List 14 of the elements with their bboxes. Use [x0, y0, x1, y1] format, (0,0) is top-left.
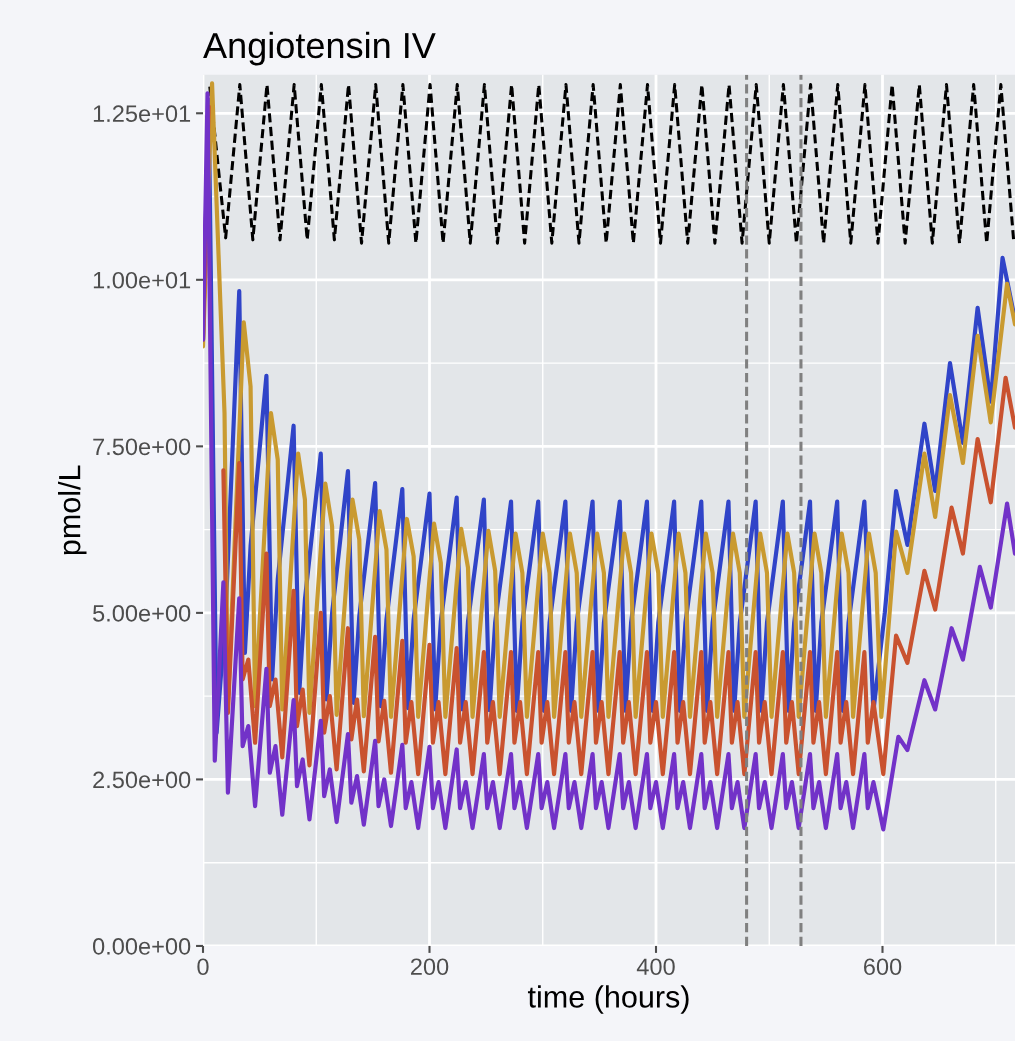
y-tick-label: 1.25e+01 — [93, 105, 191, 123]
x-tick-label: 400 — [636, 958, 675, 976]
y-tick-label: 2.50e+00 — [93, 771, 191, 789]
x-tick-label: 0 — [197, 958, 209, 976]
x-tick-label: 600 — [864, 958, 902, 976]
y-tick-label: 7.50e+00 — [93, 438, 191, 456]
y-tick-label: 0.00e+00 — [92, 938, 191, 955]
chart-title: Angiotensin IV — [203, 31, 436, 66]
line-series — [208, 83, 1015, 245]
y-tick-label: 1.00e+01 — [93, 271, 191, 289]
y-axis-title: pmol/L — [58, 465, 87, 555]
y-tick-label: 5.00e+00 — [93, 604, 191, 622]
x-tick-label: 200 — [410, 958, 449, 976]
x-axis-title: time (hours) — [527, 985, 689, 1014]
